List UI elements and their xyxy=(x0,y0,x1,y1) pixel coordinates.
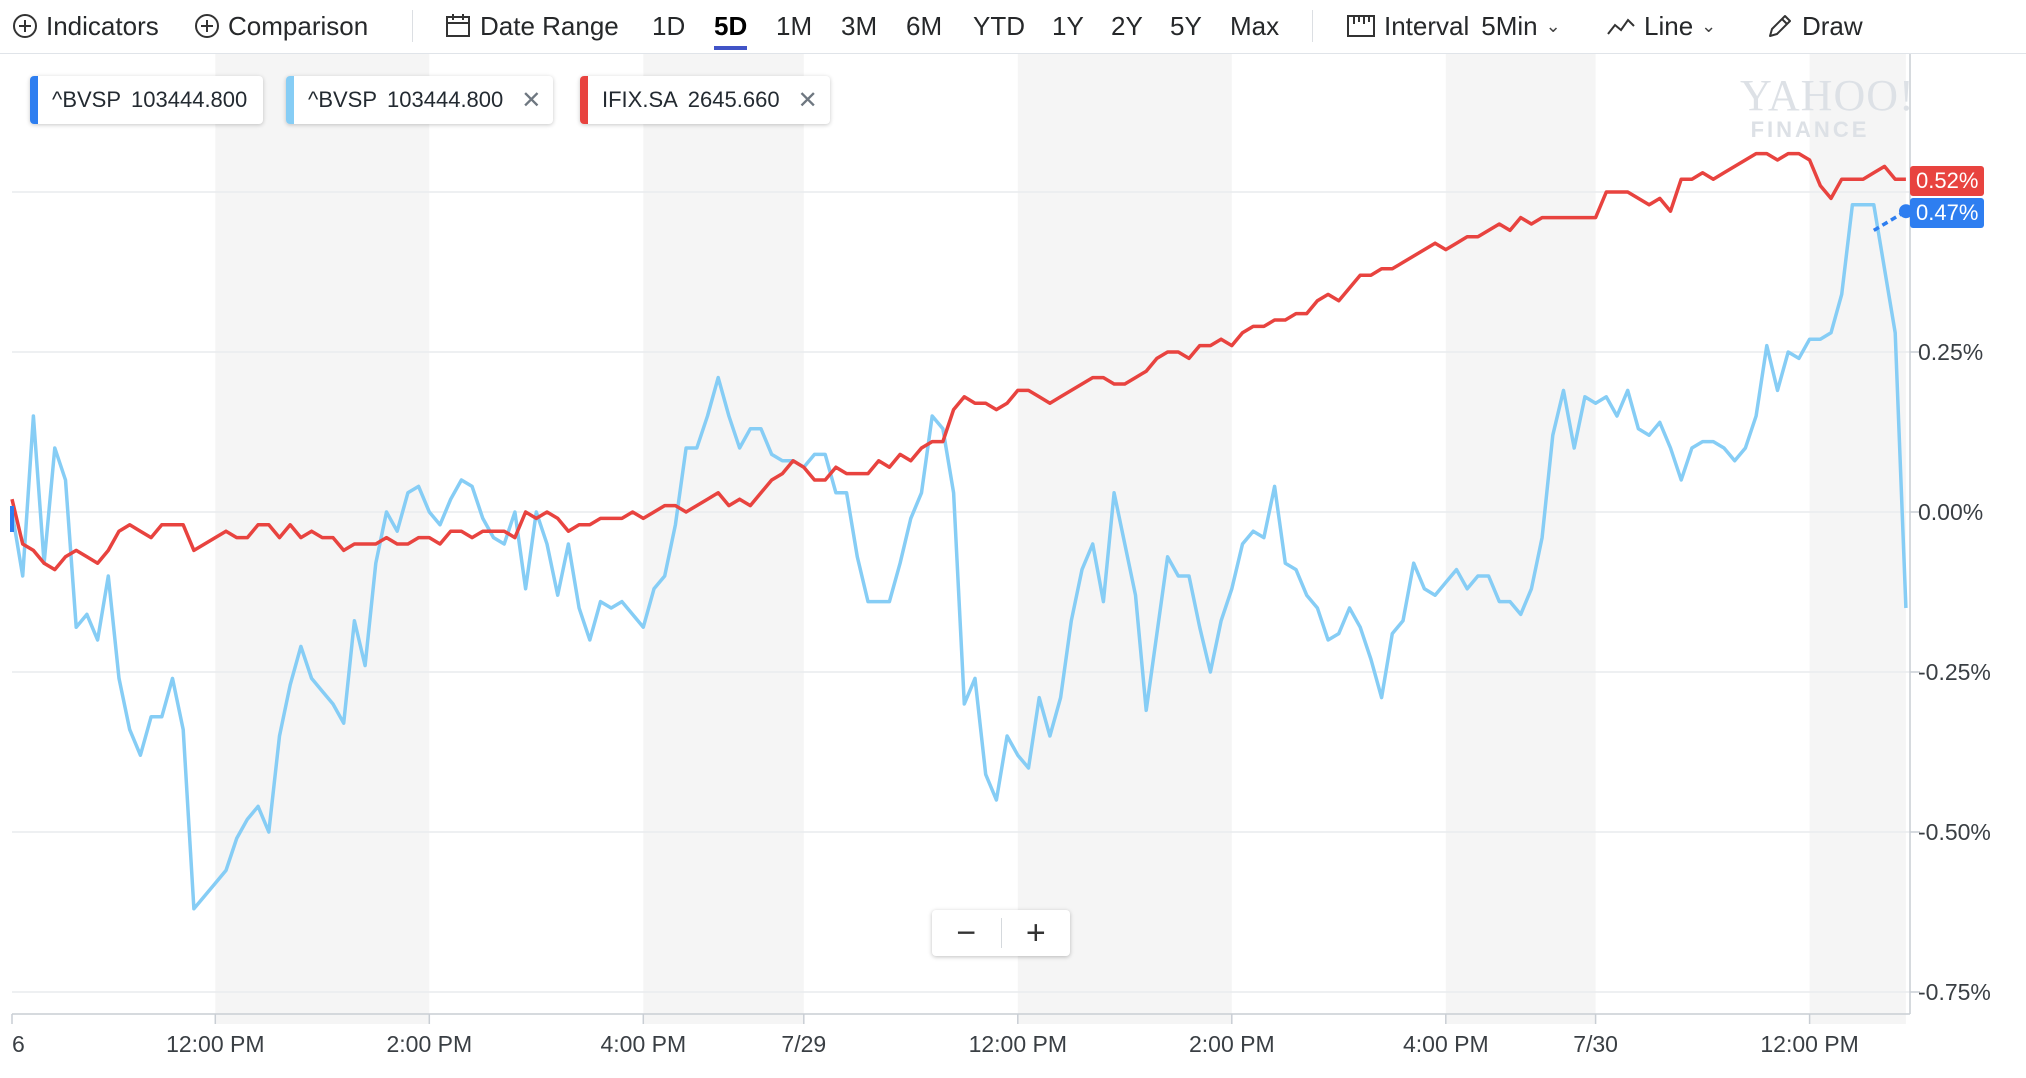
series-color-swatch xyxy=(286,76,294,124)
range-1y[interactable]: 1Y xyxy=(1052,8,1084,44)
bvsp-last-point xyxy=(1899,204,1913,219)
chevron-down-icon: ⌄ xyxy=(1701,16,1717,36)
range-6m[interactable]: 6M xyxy=(906,8,942,44)
price-chart[interactable]: 0.25% 0.00% -0.25% -0.50% -0.75% 6 12:00 PM 2:… xyxy=(0,54,2026,1078)
series-color-swatch xyxy=(580,76,588,124)
y-tick-label: -0.50% xyxy=(1918,819,1991,845)
legend-chip-ifix[interactable]: IFIX.SA 2645.660 ✕ xyxy=(580,76,830,124)
legend-symbol: IFIX.SA xyxy=(602,87,678,112)
range-label: 1Y xyxy=(1052,11,1084,41)
range-label: YTD xyxy=(973,11,1025,41)
bvsp-last-value-tag: 0.47% xyxy=(1910,198,1985,228)
range-label: 5D xyxy=(714,11,748,41)
legend-symbol: ^BVSP xyxy=(308,87,378,112)
x-tick-label: 12:00 PM xyxy=(1760,1031,1858,1057)
chart-type-dropdown[interactable]: Line ⌄ xyxy=(1606,8,1716,44)
indicators-label: Indicators xyxy=(46,11,159,41)
interval-label: Interval xyxy=(1384,11,1470,41)
range-label: 2Y xyxy=(1111,11,1143,41)
interval-dropdown[interactable]: Interval 5Min ⌄ xyxy=(1346,8,1561,44)
range-label: Max xyxy=(1230,11,1280,41)
chevron-down-icon: ⌄ xyxy=(1545,16,1561,36)
zoom-out-button[interactable]: − xyxy=(956,914,977,952)
range-ytd[interactable]: YTD xyxy=(973,8,1025,44)
ifix-last-value-tag: 0.52% xyxy=(1910,166,1985,196)
zoom-control: − + xyxy=(932,910,1070,956)
zoom-divider xyxy=(1000,918,1002,948)
date-range-button[interactable]: Date Range xyxy=(444,8,619,44)
legend-chip-bvsp-main[interactable]: ^BVSP 103444.800 xyxy=(30,76,264,124)
ifix-series-line xyxy=(10,151,1906,572)
zoom-in-button[interactable]: + xyxy=(1025,914,1046,952)
legend-value: 103444.800 xyxy=(387,87,504,112)
range-5d[interactable]: 5D xyxy=(714,8,748,50)
y-tick-label: -0.25% xyxy=(1918,659,1991,685)
yahoo-finance-watermark: YAHOO! FINANCE xyxy=(1740,70,1915,143)
plus-circle-icon xyxy=(195,14,219,38)
line-chart-icon xyxy=(1607,18,1635,35)
chart-type-label: Line xyxy=(1644,11,1694,41)
range-2y[interactable]: 2Y xyxy=(1111,8,1143,44)
series-color-swatch xyxy=(30,76,38,124)
range-max[interactable]: Max xyxy=(1230,8,1279,44)
range-1d[interactable]: 1D xyxy=(652,8,685,44)
range-label: 3M xyxy=(841,11,878,41)
bvsp-series-line xyxy=(10,203,1908,911)
indicators-button[interactable]: Indicators xyxy=(12,8,159,44)
calendar-icon xyxy=(446,14,470,37)
legend-chip-bvsp-compare[interactable]: ^BVSP 103444.800 ✕ xyxy=(286,76,554,124)
legend-value: 103444.800 xyxy=(131,87,248,112)
watermark-line2: FINANCE xyxy=(1750,117,1870,142)
pencil-icon xyxy=(1769,15,1791,37)
x-tick-label: 2:00 PM xyxy=(386,1031,472,1057)
x-tick-label: 4:00 PM xyxy=(1403,1031,1489,1057)
series-lines xyxy=(10,151,1913,911)
legend-symbol: ^BVSP xyxy=(52,87,122,112)
x-tick-label: 2:00 PM xyxy=(1189,1031,1275,1057)
range-3m[interactable]: 3M xyxy=(841,8,877,44)
session-band xyxy=(1809,54,1906,1024)
active-range-indicator xyxy=(714,46,748,50)
session-band xyxy=(643,54,804,1024)
ruler-icon xyxy=(1347,15,1375,37)
plus-circle-icon xyxy=(13,14,37,38)
y-tick-label: 0.25% xyxy=(1918,339,1983,365)
x-tick-label: 12:00 PM xyxy=(969,1031,1067,1057)
date-range-label: Date Range xyxy=(480,11,619,41)
x-axis: 6 12:00 PM 2:00 PM 4:00 PM 7/29 12:00 PM 2:00 … xyxy=(11,1014,1859,1057)
draw-button[interactable]: Draw xyxy=(1766,8,1863,44)
watermark-line1: YAHOO! xyxy=(1740,71,1915,120)
y-axis: 0.25% 0.00% -0.25% -0.50% -0.75% xyxy=(1910,339,1991,1005)
toolbar-divider xyxy=(1312,10,1313,42)
y-tick-label: 0.00% xyxy=(1918,499,1983,525)
x-tick-label: 7/30 xyxy=(1573,1031,1618,1057)
toolbar-divider xyxy=(412,10,413,42)
session-bands xyxy=(215,54,1906,1024)
range-5y[interactable]: 5Y xyxy=(1170,8,1202,44)
x-tick-label: 6 xyxy=(12,1031,25,1057)
session-band xyxy=(1445,54,1596,1024)
chart-toolbar: Indicators Comparison Date Range 1D 5D 1… xyxy=(0,0,2026,54)
range-label: 1D xyxy=(652,11,686,41)
comparison-label: Comparison xyxy=(228,11,369,41)
x-tick-label: 4:00 PM xyxy=(600,1031,686,1057)
comparison-button[interactable]: Comparison xyxy=(194,8,368,44)
close-icon[interactable]: ✕ xyxy=(521,86,542,114)
interval-value: 5Min xyxy=(1481,11,1538,41)
range-label: 5Y xyxy=(1170,11,1202,41)
x-tick-label: 7/29 xyxy=(781,1031,826,1057)
range-1m[interactable]: 1M xyxy=(776,8,812,44)
close-icon[interactable]: ✕ xyxy=(797,86,818,114)
range-label: 6M xyxy=(906,11,943,41)
range-label: 1M xyxy=(776,11,813,41)
x-tick-label: 12:00 PM xyxy=(166,1031,264,1057)
y-tick-label: -0.75% xyxy=(1918,979,1991,1005)
draw-label: Draw xyxy=(1802,11,1863,41)
legend-value: 2645.660 xyxy=(687,87,780,112)
